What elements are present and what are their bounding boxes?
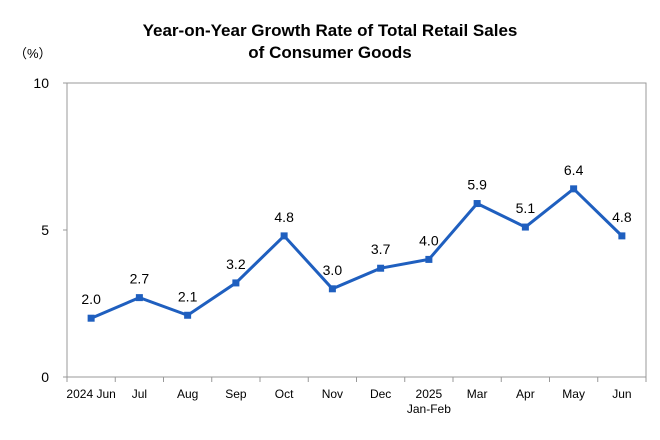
data-point-marker xyxy=(135,294,143,302)
x-tick-label-line: Jan-Feb xyxy=(407,402,451,416)
x-tick-label-line: Mar xyxy=(467,387,488,401)
y-axis-unit-label: （%） xyxy=(14,46,52,61)
data-label: 6.4 xyxy=(564,162,584,178)
y-tick-label: 10 xyxy=(33,75,49,91)
chart-title: Year-on-Year Growth Rate of Total Retail… xyxy=(0,20,660,64)
x-tick-label: 2024 Jun xyxy=(66,387,115,401)
x-tick-label: 2025 Jan-Feb xyxy=(407,387,451,416)
plot-area xyxy=(66,82,647,378)
y-tick-label: 5 xyxy=(41,222,49,238)
data-label: 2.7 xyxy=(130,271,150,287)
x-tick-label: Jun xyxy=(612,387,631,401)
x-tick-label: Dec xyxy=(370,387,391,401)
x-tick-label: Jul xyxy=(132,387,147,401)
y-tick-label: 0 xyxy=(41,369,49,385)
data-point-marker xyxy=(618,232,626,240)
x-tick-label: Nov xyxy=(322,387,343,401)
data-point-marker xyxy=(328,285,336,293)
data-label: 5.1 xyxy=(516,200,536,216)
x-tick-label-line: May xyxy=(562,387,585,401)
x-tick-label-line: Apr xyxy=(516,387,535,401)
series-line xyxy=(90,186,623,320)
x-tick-label: May xyxy=(562,387,585,401)
x-axis: 2024 Jun Jul Aug Sep Oct Nov Dec 2025 Jan-Feb Mar… xyxy=(66,377,647,416)
data-point-marker xyxy=(232,279,240,287)
data-label: 5.9 xyxy=(467,177,487,193)
chart-title-line-1: Year-on-Year Growth Rate of Total Retail… xyxy=(142,21,518,40)
x-tick-label: Aug xyxy=(177,387,198,401)
x-tick-label-line: Jul xyxy=(132,387,147,401)
data-labels: 2.0 2.7 2.1 3.2 4.8 3.0 3.7 4.0 5.9 5.1 6.4 4.8 xyxy=(81,162,631,307)
data-point-marker xyxy=(570,185,578,193)
x-tick-label-line: Nov xyxy=(322,387,343,401)
x-tick-label-line: Sep xyxy=(225,387,247,401)
x-tick-label-line: Jun xyxy=(612,387,631,401)
x-tick-label: Oct xyxy=(275,387,294,401)
y-axis: 0 5 10 xyxy=(33,75,67,385)
data-label: 4.0 xyxy=(419,232,439,248)
x-tick-label-line: 2024 Jun xyxy=(66,387,115,401)
x-tick-label-line: Dec xyxy=(370,387,391,401)
x-tick-label-line: Oct xyxy=(275,387,294,401)
data-point-marker xyxy=(473,200,481,208)
data-point-marker xyxy=(521,223,529,231)
data-point-marker xyxy=(377,264,385,272)
data-point-marker xyxy=(184,311,192,319)
chart-title-line-2: of Consumer Goods xyxy=(248,43,412,62)
data-label: 3.0 xyxy=(323,262,343,278)
data-point-marker xyxy=(280,232,288,240)
x-tick-label: Sep xyxy=(225,387,247,401)
data-label: 3.7 xyxy=(371,241,391,257)
data-label: 4.8 xyxy=(274,209,294,225)
x-tick-label: Mar xyxy=(467,387,488,401)
data-point-marker xyxy=(425,255,433,263)
data-label: 2.0 xyxy=(81,291,101,307)
series-markers xyxy=(87,185,626,322)
data-label: 4.8 xyxy=(612,209,632,225)
x-tick-label-line: Aug xyxy=(177,387,198,401)
data-label: 3.2 xyxy=(226,256,246,272)
data-label: 2.1 xyxy=(178,288,198,304)
x-tick-label: Apr xyxy=(516,387,535,401)
data-point-marker xyxy=(87,314,95,322)
x-tick-label-line: 2025 xyxy=(416,387,443,401)
